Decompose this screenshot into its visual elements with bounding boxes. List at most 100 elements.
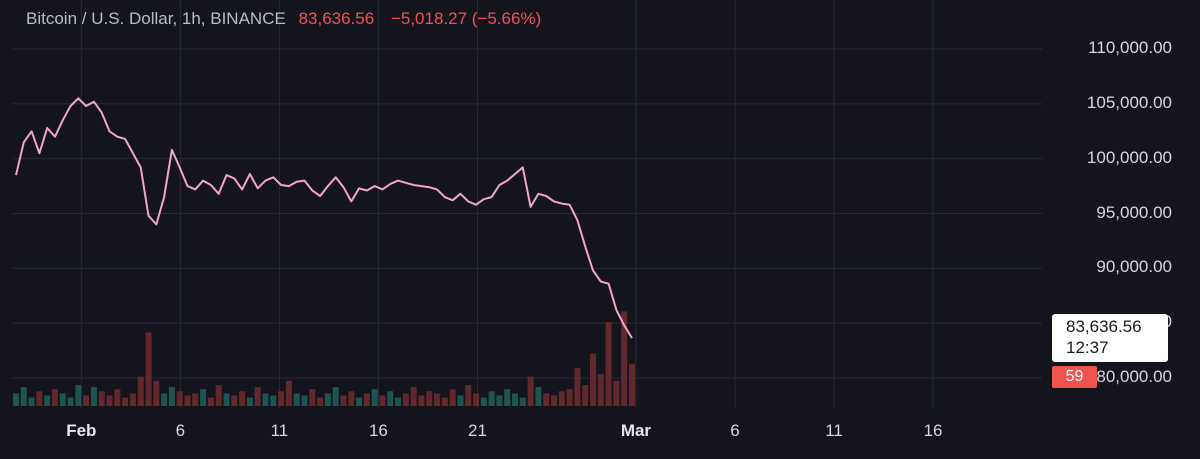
volume-bar xyxy=(441,397,448,406)
volume-bar xyxy=(434,393,441,406)
volume-bar xyxy=(278,391,285,406)
y-tick-label: 105,000.00 xyxy=(1086,92,1172,112)
volume-bar xyxy=(28,397,35,406)
volume-bar xyxy=(605,322,612,406)
volume-bar xyxy=(519,397,526,406)
volume-bar xyxy=(551,395,558,406)
volume-bar xyxy=(582,385,589,406)
last-price-value: 83,636.56 xyxy=(1066,317,1142,336)
volume-bar xyxy=(90,387,97,406)
volume-bar xyxy=(535,387,542,406)
volume-bar xyxy=(309,389,316,406)
volume-bar xyxy=(12,393,19,406)
volume-bar xyxy=(488,391,495,406)
volume-bar xyxy=(176,391,183,406)
volume-bar xyxy=(44,395,51,406)
volume-bar xyxy=(129,393,136,406)
x-tick-label: 6 xyxy=(175,421,186,440)
volume-bars xyxy=(12,311,635,406)
last-price-tag: 83,636.56 12:37 xyxy=(1052,314,1168,362)
volume-bar xyxy=(473,393,480,406)
volume-bar xyxy=(262,393,269,406)
x-tick-label: 16 xyxy=(368,421,388,440)
volume-bar xyxy=(465,385,472,406)
volume-bar xyxy=(340,395,347,406)
volume-bar xyxy=(621,311,628,406)
volume-bar xyxy=(543,393,550,406)
volume-bar xyxy=(356,397,363,406)
volume-bar xyxy=(106,395,113,406)
volume-bar xyxy=(215,385,222,406)
volume-bar xyxy=(512,393,519,406)
volume-bar xyxy=(122,397,129,406)
volume-bar xyxy=(168,387,175,406)
volume-bar xyxy=(558,391,565,406)
y-tick-label: 80,000.00 xyxy=(1096,366,1172,386)
x-tick-label: 11 xyxy=(270,421,289,440)
volume-bar xyxy=(324,393,331,406)
bar-countdown: 12:37 xyxy=(1066,338,1109,357)
x-tick-label: Feb xyxy=(66,421,97,440)
volume-bar xyxy=(348,391,355,406)
volume-bar xyxy=(254,387,261,406)
volume-bar xyxy=(59,393,66,406)
volume-bar xyxy=(270,395,277,406)
volume-bar xyxy=(67,397,74,406)
price-series-line xyxy=(15,97,633,339)
volume-bar xyxy=(246,397,253,406)
x-tick-label: 21 xyxy=(468,421,487,440)
volume-bar xyxy=(387,391,394,406)
y-tick-label: 90,000.00 xyxy=(1096,257,1172,277)
volume-bar xyxy=(395,397,402,406)
grid xyxy=(12,0,1042,408)
y-tick-label: 110,000.00 xyxy=(1088,38,1172,58)
volume-bar xyxy=(200,389,207,406)
volume-bar xyxy=(332,387,339,406)
volume-bar xyxy=(114,389,121,406)
y-tick-label: 100,000.00 xyxy=(1086,147,1172,167)
volume-bar xyxy=(98,391,105,406)
volume-bar xyxy=(566,389,573,406)
volume-bar xyxy=(527,376,534,406)
volume-bar xyxy=(153,380,160,406)
volume-bar xyxy=(145,332,152,406)
volume-bar xyxy=(293,393,300,406)
volume-bar xyxy=(628,364,635,406)
volume-bar xyxy=(371,389,378,406)
volume-bar xyxy=(192,393,199,406)
chart-header: Bitcoin / U.S. Dollar, 1h, BINANCE 83,63… xyxy=(26,9,541,29)
volume-bar xyxy=(207,397,214,406)
volume-bar xyxy=(363,393,370,406)
volume-bar xyxy=(239,391,246,406)
price-line xyxy=(15,97,633,339)
volume-bar xyxy=(301,395,308,406)
x-tick-label: Mar xyxy=(620,421,652,440)
volume-badge: 59 xyxy=(1052,366,1097,388)
volume-bar xyxy=(20,387,27,406)
volume-bar xyxy=(51,389,58,406)
volume-bar xyxy=(285,380,292,406)
x-tick-label: 11 xyxy=(825,421,843,440)
x-tick-label: 6 xyxy=(730,421,740,440)
volume-bar xyxy=(317,397,324,406)
volume-bar xyxy=(36,391,43,406)
volume-bar xyxy=(480,397,487,406)
y-tick-label: 95,000.00 xyxy=(1096,202,1172,222)
volume-bar xyxy=(457,395,464,406)
volume-bar xyxy=(597,374,604,406)
volume-bar xyxy=(504,389,511,406)
volume-bar xyxy=(574,368,581,406)
volume-bar xyxy=(449,389,456,406)
header-change: −5,018.27 (−5.66%) xyxy=(390,9,542,28)
x-tick-label: 16 xyxy=(923,421,943,440)
volume-bar xyxy=(75,385,82,406)
volume-bar xyxy=(379,395,386,406)
volume-bar xyxy=(496,395,503,406)
symbol-title[interactable]: Bitcoin / U.S. Dollar, 1h, BINANCE xyxy=(26,9,286,28)
volume-bar xyxy=(613,380,620,406)
volume-bar xyxy=(418,395,425,406)
volume-bar xyxy=(223,393,230,406)
volume-bar xyxy=(83,395,90,406)
volume-bar xyxy=(184,395,191,406)
